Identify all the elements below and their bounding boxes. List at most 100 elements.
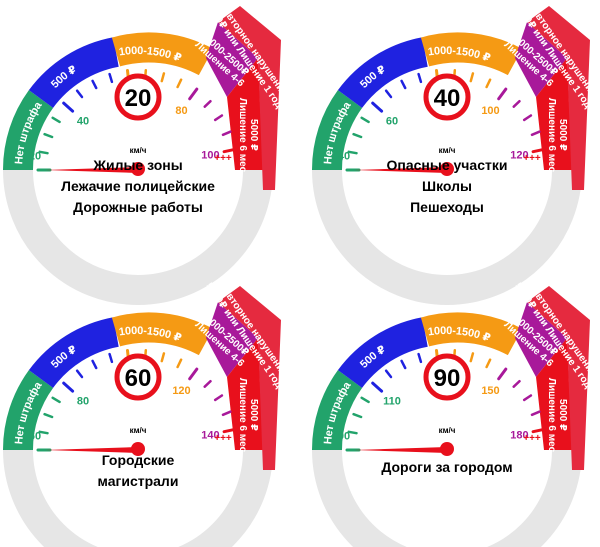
gauge-tick — [176, 358, 183, 369]
gauge-tick — [43, 412, 54, 419]
gauge-tick — [384, 369, 393, 379]
gauge-tick — [222, 147, 238, 154]
gauge-tick — [43, 132, 54, 139]
gauge-tick — [371, 101, 384, 113]
speed-unit: км/ч — [439, 146, 456, 155]
gauge-tick — [91, 359, 98, 370]
gauge-tick — [75, 89, 84, 99]
gauge-tick — [512, 99, 521, 108]
gauge-tick-label: 60 — [386, 116, 398, 128]
gauge-tick — [176, 78, 183, 89]
gauge-tick — [188, 367, 199, 381]
speed-limit-sign — [423, 353, 471, 401]
gauge-tick-label: 140 — [201, 430, 219, 442]
gauge-tick — [360, 396, 370, 404]
gauge-tick — [497, 367, 508, 381]
gauge-tick — [108, 352, 114, 364]
gauge-tick-label: 60 — [29, 431, 41, 443]
gauge-tick — [352, 412, 363, 419]
gauge-caption: Жилые зоны — [92, 157, 182, 173]
speed-unit: км/ч — [439, 426, 456, 435]
gauge-caption: Пешеходы — [410, 199, 484, 215]
gauge-tick — [485, 78, 492, 89]
gauge-over-limit-label: +++ — [214, 433, 232, 444]
gauge-hub — [131, 442, 145, 456]
gauge-tick — [62, 101, 75, 113]
gauge-tick — [51, 116, 61, 124]
zone-label-5000-sub: Лишение 6 мес — [546, 98, 557, 173]
gauge-caption: Дороги за городом — [381, 459, 512, 475]
gauge-tick — [347, 150, 358, 155]
gauge-tick — [160, 72, 166, 83]
zone-label-5000-sub: Лишение 6 мес — [237, 378, 248, 453]
gauge-needle — [354, 447, 447, 453]
gauge-tick — [188, 87, 199, 101]
gauge-tick-label: 20 — [29, 151, 41, 163]
gauge-tick — [531, 427, 547, 434]
gauge-over-limit-label: +++ — [214, 153, 232, 164]
gauge-tick — [522, 114, 533, 122]
gauge-tick — [221, 410, 232, 417]
gauge-tick — [352, 132, 363, 139]
gauge-tick — [512, 379, 521, 388]
gauge-caption: Городские — [102, 452, 175, 468]
gauge-tick — [530, 130, 541, 137]
gauge-caption: Дорожные работы — [73, 199, 203, 215]
speed-unit: км/ч — [130, 146, 147, 155]
gauge-needle — [354, 167, 447, 173]
gauge-tick — [62, 381, 75, 393]
gauge-tick — [38, 150, 49, 155]
gauge-tick-label: 180 — [510, 430, 528, 442]
gauge-needle — [45, 167, 138, 173]
gauge-caption: Опасные участки — [387, 157, 508, 173]
speed-limit-value: 90 — [434, 365, 461, 392]
gauge-tick — [38, 430, 49, 435]
speed-unit: км/ч — [130, 426, 147, 435]
gauge-tick-label: 40 — [77, 116, 89, 128]
gauge-hub — [440, 442, 454, 456]
gauge-tick — [347, 430, 358, 435]
gauge-tick-label: 150 — [481, 385, 499, 397]
gauge-tick-label: 120 — [172, 385, 190, 397]
gauge-tick — [221, 130, 232, 137]
gauge-caption: Лежачие полицейские — [61, 178, 215, 194]
gauge-tick — [371, 381, 384, 393]
gauge-tick-label: 110 — [383, 396, 401, 408]
zone-label-5000: 5000 ₽ — [248, 119, 259, 151]
zone-label-5000: 5000 ₽ — [557, 399, 568, 431]
gauge-tick — [469, 352, 475, 363]
gauge-tick — [360, 116, 370, 124]
speed-limit-value: 40 — [434, 85, 461, 112]
zone-label-5000-sub: Лишение 6 мес — [546, 378, 557, 453]
gauge-tick — [75, 369, 84, 379]
gauge-hub — [440, 162, 454, 176]
gauge-tick — [51, 396, 61, 404]
gauge-tick — [160, 352, 166, 363]
gauge-tick-label: 80 — [175, 105, 187, 117]
gauge-tick — [203, 379, 212, 388]
gauge-tick — [417, 72, 423, 84]
gauge-tick — [522, 394, 533, 402]
gauge-tick-label: 90 — [338, 431, 350, 443]
gauge-tick — [417, 352, 423, 364]
gauge-tick — [222, 427, 238, 434]
gauge-tick — [469, 72, 475, 83]
gauge-hub — [131, 162, 145, 176]
gauge-tick — [530, 410, 541, 417]
gauge-tick — [213, 394, 224, 402]
gauge-tick — [91, 79, 98, 90]
speed-limit-sign — [423, 73, 471, 121]
gauge-tick — [531, 147, 547, 154]
gauge-tick — [400, 359, 407, 370]
gauge-caption: магистрали — [98, 473, 179, 489]
gauge-tick-label: 40 — [338, 151, 350, 163]
gauge-tick — [203, 99, 212, 108]
speed-limit-value: 60 — [125, 365, 152, 392]
zone-label-5000-sub: Лишение 6 мес — [237, 98, 248, 173]
gauge-tick-label: 120 — [510, 150, 528, 162]
